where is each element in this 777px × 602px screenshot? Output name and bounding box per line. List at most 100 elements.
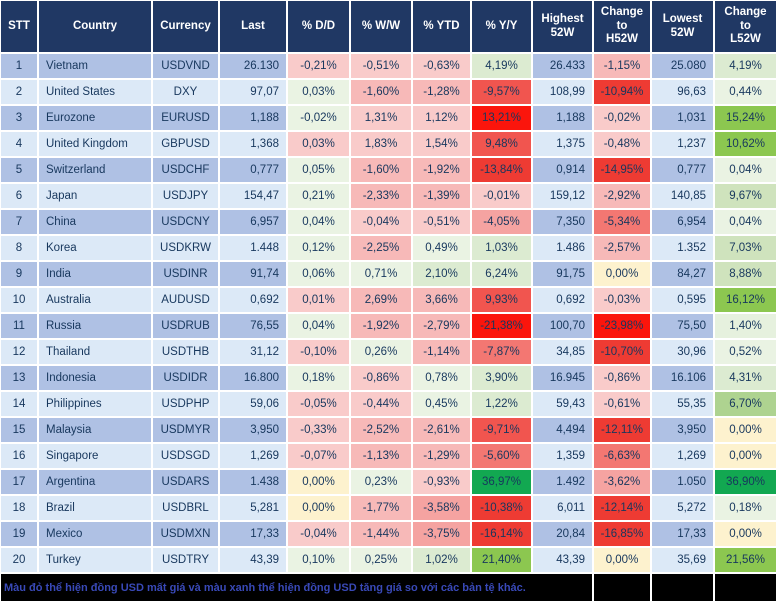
footer-filler-cell bbox=[715, 574, 776, 601]
cell-pct-yy: 1,03% bbox=[472, 236, 531, 260]
col-header-last: Last bbox=[220, 1, 286, 52]
cell-chg-to-l52w: 16,12% bbox=[715, 288, 776, 312]
cell-chg-to-h52w: -0,61% bbox=[594, 392, 650, 416]
cell-chg-to-h52w: -2,92% bbox=[594, 184, 650, 208]
cell-pct-ytd: -1,29% bbox=[413, 444, 470, 468]
cell-currency: GBPUSD bbox=[153, 132, 218, 156]
cell-lowest-52w: 1.050 bbox=[652, 470, 713, 494]
cell-lowest-52w: 0,595 bbox=[652, 288, 713, 312]
cell-stt: 1 bbox=[1, 54, 37, 78]
cell-currency: EURUSD bbox=[153, 106, 218, 130]
cell-currency: USDCNY bbox=[153, 210, 218, 234]
cell-pct-dd: 0,00% bbox=[288, 496, 349, 520]
cell-last: 76,55 bbox=[220, 314, 286, 338]
cell-highest-52w: 1,188 bbox=[533, 106, 592, 130]
cell-pct-ytd: 2,10% bbox=[413, 262, 470, 286]
cell-chg-to-h52w: -23,98% bbox=[594, 314, 650, 338]
cell-country: Eurozone bbox=[39, 106, 151, 130]
cell-pct-ww: -1,44% bbox=[351, 522, 411, 546]
cell-highest-52w: 1,375 bbox=[533, 132, 592, 156]
cell-pct-ww: -1,60% bbox=[351, 80, 411, 104]
cell-pct-ytd: -0,51% bbox=[413, 210, 470, 234]
cell-last: 1.438 bbox=[220, 470, 286, 494]
footer-filler-cell bbox=[652, 574, 713, 601]
cell-highest-52w: 20,84 bbox=[533, 522, 592, 546]
cell-chg-to-h52w: -14,95% bbox=[594, 158, 650, 182]
cell-last: 1.448 bbox=[220, 236, 286, 260]
cell-stt: 8 bbox=[1, 236, 37, 260]
cell-chg-to-h52w: -0,48% bbox=[594, 132, 650, 156]
cell-country: Vietnam bbox=[39, 54, 151, 78]
cell-lowest-52w: 3,950 bbox=[652, 418, 713, 442]
cell-chg-to-h52w: -12,14% bbox=[594, 496, 650, 520]
cell-currency: USDMXN bbox=[153, 522, 218, 546]
cell-pct-ww: -1,13% bbox=[351, 444, 411, 468]
cell-pct-dd: 0,00% bbox=[288, 470, 349, 494]
cell-pct-ww: -2,52% bbox=[351, 418, 411, 442]
footer-filler-cell bbox=[594, 574, 650, 601]
cell-pct-yy: 3,90% bbox=[472, 366, 531, 390]
cell-country: Malaysia bbox=[39, 418, 151, 442]
cell-pct-ww: -0,44% bbox=[351, 392, 411, 416]
cell-pct-ww: -0,04% bbox=[351, 210, 411, 234]
cell-currency: USDTHB bbox=[153, 340, 218, 364]
cell-chg-to-h52w: -1,15% bbox=[594, 54, 650, 78]
cell-last: 3,950 bbox=[220, 418, 286, 442]
cell-chg-to-h52w: -0,03% bbox=[594, 288, 650, 312]
cell-pct-yy: 21,40% bbox=[472, 548, 531, 572]
cell-stt: 15 bbox=[1, 418, 37, 442]
cell-pct-dd: -0,21% bbox=[288, 54, 349, 78]
cell-country: Japan bbox=[39, 184, 151, 208]
cell-last: 5,281 bbox=[220, 496, 286, 520]
cell-chg-to-l52w: 15,24% bbox=[715, 106, 776, 130]
cell-lowest-52w: 16.106 bbox=[652, 366, 713, 390]
cell-pct-yy: -9,71% bbox=[472, 418, 531, 442]
cell-pct-dd: 0,03% bbox=[288, 132, 349, 156]
cell-pct-ytd: 1,54% bbox=[413, 132, 470, 156]
cell-highest-52w: 59,43 bbox=[533, 392, 592, 416]
cell-highest-52w: 16.945 bbox=[533, 366, 592, 390]
cell-stt: 5 bbox=[1, 158, 37, 182]
cell-country: Thailand bbox=[39, 340, 151, 364]
cell-pct-dd: -0,04% bbox=[288, 522, 349, 546]
cell-chg-to-l52w: 6,70% bbox=[715, 392, 776, 416]
cell-pct-ytd: -3,58% bbox=[413, 496, 470, 520]
col-header-lowest-52w: Lowest 52W bbox=[652, 1, 713, 52]
cell-pct-dd: 0,03% bbox=[288, 80, 349, 104]
cell-stt: 19 bbox=[1, 522, 37, 546]
col-header-chg-to-h52w: Change to H52W bbox=[594, 1, 650, 52]
cell-pct-ww: 0,71% bbox=[351, 262, 411, 286]
cell-chg-to-h52w: -0,02% bbox=[594, 106, 650, 130]
cell-highest-52w: 43,39 bbox=[533, 548, 592, 572]
cell-chg-to-l52w: 0,04% bbox=[715, 158, 776, 182]
cell-pct-dd: 0,04% bbox=[288, 314, 349, 338]
cell-pct-dd: 0,10% bbox=[288, 548, 349, 572]
cell-pct-yy: 9,48% bbox=[472, 132, 531, 156]
cell-last: 91,74 bbox=[220, 262, 286, 286]
cell-last: 97,07 bbox=[220, 80, 286, 104]
cell-pct-ytd: 0,78% bbox=[413, 366, 470, 390]
cell-pct-yy: 4,19% bbox=[472, 54, 531, 78]
cell-stt: 20 bbox=[1, 548, 37, 572]
cell-pct-ww: -0,51% bbox=[351, 54, 411, 78]
cell-pct-dd: -0,10% bbox=[288, 340, 349, 364]
cell-stt: 17 bbox=[1, 470, 37, 494]
cell-pct-ww: 1,83% bbox=[351, 132, 411, 156]
cell-last: 1,269 bbox=[220, 444, 286, 468]
cell-chg-to-h52w: -5,34% bbox=[594, 210, 650, 234]
cell-currency: USDJPY bbox=[153, 184, 218, 208]
col-header-pct-dd: % D/D bbox=[288, 1, 349, 52]
cell-pct-dd: 0,01% bbox=[288, 288, 349, 312]
cell-stt: 2 bbox=[1, 80, 37, 104]
col-header-country: Country bbox=[39, 1, 151, 52]
cell-pct-dd: -0,05% bbox=[288, 392, 349, 416]
cell-pct-dd: -0,07% bbox=[288, 444, 349, 468]
cell-last: 31,12 bbox=[220, 340, 286, 364]
cell-last: 0,777 bbox=[220, 158, 286, 182]
cell-country: Indonesia bbox=[39, 366, 151, 390]
cell-chg-to-l52w: 0,52% bbox=[715, 340, 776, 364]
cell-chg-to-l52w: 4,31% bbox=[715, 366, 776, 390]
cell-pct-ww: 0,25% bbox=[351, 548, 411, 572]
cell-last: 16.800 bbox=[220, 366, 286, 390]
cell-chg-to-l52w: 0,18% bbox=[715, 496, 776, 520]
